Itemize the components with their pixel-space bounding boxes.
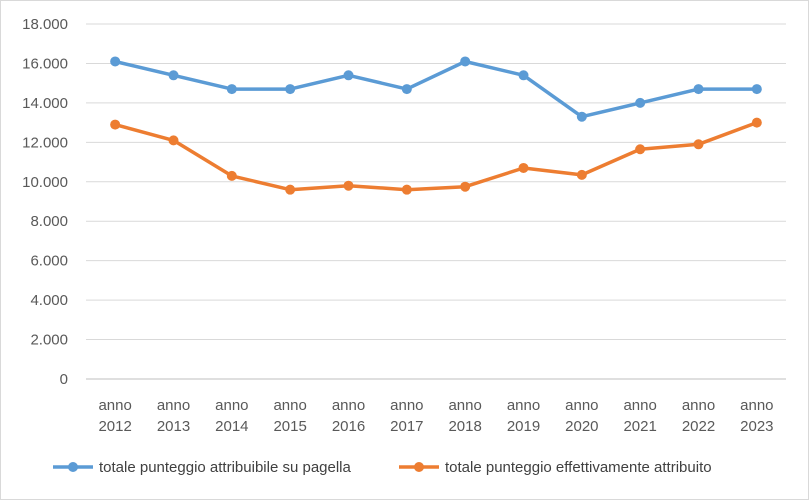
x-tick-label: anno 2013 <box>157 397 190 435</box>
data-point <box>576 111 587 122</box>
x-tick-label: anno 2018 <box>448 397 481 435</box>
data-point <box>285 84 296 95</box>
y-tick-label: 18.000 <box>22 16 68 33</box>
y-tick-label: 4.000 <box>30 292 68 309</box>
legend-marker-1 <box>68 462 78 472</box>
x-tick-label: anno 2022 <box>682 397 715 435</box>
x-tick-label: anno 2012 <box>98 397 131 435</box>
y-tick-label: 6.000 <box>30 253 68 270</box>
legend-marker-2 <box>414 462 424 472</box>
x-tick-label: anno 2020 <box>565 397 598 435</box>
data-point <box>401 184 412 195</box>
y-tick-label: 12.000 <box>22 134 68 151</box>
data-point <box>576 169 587 180</box>
data-point <box>168 70 179 81</box>
data-point <box>226 170 237 181</box>
y-tick-label: 0 <box>60 371 68 388</box>
series-line-2 <box>113 120 759 192</box>
x-tick-label: anno 2016 <box>332 397 365 435</box>
data-point <box>343 180 354 191</box>
data-point <box>110 119 121 130</box>
data-point <box>460 181 471 192</box>
x-tick-label: anno 2021 <box>623 397 656 435</box>
legend-label-1: totale punteggio attribuibile su pagella <box>99 459 352 476</box>
data-point <box>401 84 412 95</box>
data-point <box>751 84 762 95</box>
data-point <box>226 84 237 95</box>
data-point <box>460 56 471 67</box>
data-point <box>693 84 704 95</box>
y-tick-label: 14.000 <box>22 95 68 112</box>
data-point <box>751 117 762 128</box>
legend-label-2: totale punteggio effettivamente attribui… <box>445 459 712 476</box>
data-point <box>518 70 529 81</box>
data-point <box>693 139 704 150</box>
data-point <box>635 97 646 108</box>
y-tick-label: 16.000 <box>22 55 68 72</box>
x-tick-label: anno 2015 <box>273 397 306 435</box>
x-tick-label: anno 2014 <box>215 397 248 435</box>
x-tick-label: anno 2023 <box>740 397 773 435</box>
data-point <box>168 135 179 146</box>
y-tick-label: 10.000 <box>22 174 68 191</box>
x-tick-label: anno 2019 <box>507 397 540 435</box>
y-tick-label: 2.000 <box>30 332 68 349</box>
series-line-1 <box>113 59 759 119</box>
data-point <box>110 56 121 67</box>
y-tick-label: 8.000 <box>30 213 68 230</box>
x-tick-label: anno 2017 <box>390 397 423 435</box>
data-point <box>285 184 296 195</box>
data-point <box>635 144 646 155</box>
data-point <box>343 70 354 81</box>
data-point <box>518 162 529 173</box>
